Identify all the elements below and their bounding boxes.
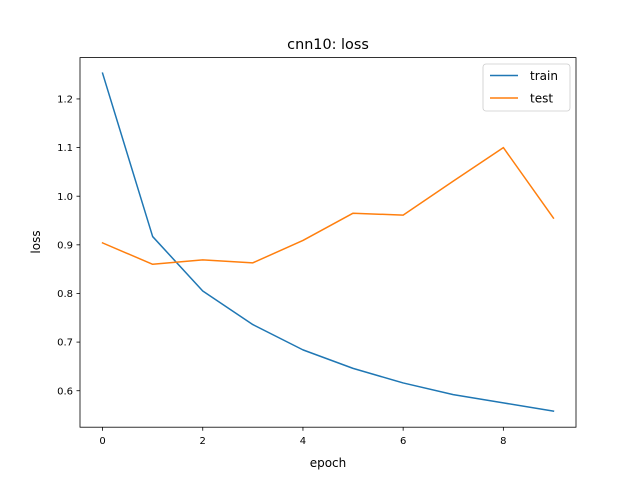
ticks-layer: 0 2 4 6 8 0.6 0.7 0.8 0.9 1.0 1.1 1.2 (57, 95, 506, 448)
y-tick-label: 0.7 (57, 338, 73, 349)
chart-title: cnn10: loss (287, 37, 369, 53)
series-line-train (101, 72, 555, 413)
x-tick-label: 0 (99, 436, 105, 447)
legend-label-train: train (530, 69, 558, 83)
y-tick-label: 0.6 (57, 386, 73, 397)
x-tick-label: 6 (400, 436, 406, 447)
series-line-test (101, 146, 555, 266)
y-tick-label: 0.9 (57, 240, 73, 251)
legend: train test (482, 63, 571, 112)
y-tick-label: 0.8 (57, 289, 73, 300)
x-tick-label: 8 (500, 436, 506, 447)
series-layer (101, 72, 555, 413)
y-tick-label: 1.1 (57, 143, 73, 154)
x-axis-label: epoch (310, 456, 347, 470)
y-tick-label: 1.0 (57, 192, 73, 203)
x-tick-label: 2 (200, 436, 206, 447)
plot-frame (79, 57, 577, 428)
x-tick-label: 4 (300, 436, 306, 447)
legend-label-test: test (530, 92, 553, 106)
y-axis-label: loss (29, 230, 43, 253)
y-tick-label: 1.2 (57, 95, 73, 106)
